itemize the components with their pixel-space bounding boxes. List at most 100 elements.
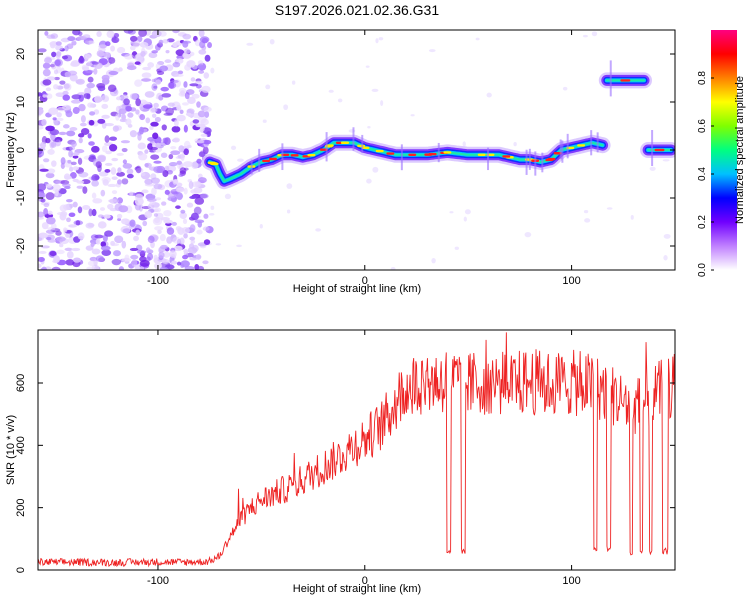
noise-blob: [142, 128, 148, 133]
noise-blob: [189, 195, 197, 200]
noise-blob: [51, 184, 61, 192]
noise-blob: [104, 135, 110, 143]
noise-blob: [96, 31, 102, 37]
noise-blob: [182, 254, 189, 260]
noise-blob: [101, 94, 110, 103]
noise-blob: [51, 160, 57, 167]
noise-blob: [196, 229, 203, 235]
chart-title: S197.2026.021.02.36.G31: [275, 2, 439, 18]
noise-blob: [38, 183, 47, 192]
noise-blob: [163, 112, 173, 116]
noise-blob: [194, 181, 202, 188]
noise-blob: [178, 173, 184, 177]
noise-blob: [151, 50, 158, 54]
noise-blob: [246, 42, 254, 46]
noise-blob: [70, 161, 77, 166]
noise-blob: [56, 117, 64, 122]
noise-blob: [42, 62, 51, 69]
noise-blob: [663, 233, 671, 239]
noise-blob: [69, 203, 74, 208]
noise-blob: [134, 79, 143, 87]
noise-blob: [135, 98, 141, 107]
noise-blob: [121, 178, 129, 185]
noise-blob: [129, 45, 136, 51]
noise-blob: [140, 172, 146, 177]
snr-y-tick-label: 0: [15, 567, 27, 573]
ridge-hotspot: [361, 146, 370, 149]
noise-blob: [81, 179, 91, 185]
noise-blob: [107, 203, 114, 210]
noise-blob: [137, 250, 147, 255]
spectrogram-x-tick-label: -100: [147, 275, 169, 287]
noise-blob: [78, 137, 83, 144]
ridge-hotspot: [443, 151, 452, 154]
ridge-hotspot: [424, 153, 433, 156]
noise-blob: [49, 41, 59, 47]
noise-blob: [135, 229, 141, 236]
noise-blob: [45, 125, 55, 132]
noise-blob: [89, 111, 96, 116]
ridge-hotspot: [268, 157, 277, 161]
ridge-hotspot: [502, 155, 511, 158]
noise-blob: [71, 40, 77, 46]
noise-blob: [91, 248, 101, 255]
noise-blob: [38, 211, 45, 218]
noise-blob: [47, 210, 53, 216]
noise-blob: [153, 160, 162, 164]
noise-blob: [108, 70, 119, 76]
noise-blob: [46, 236, 52, 241]
noise-blob: [197, 177, 207, 184]
noise-blob: [187, 96, 196, 105]
noise-blob: [138, 126, 145, 135]
noise-blob: [130, 40, 135, 46]
noise-blob: [210, 67, 215, 74]
noise-blob: [166, 236, 173, 244]
noise-blob: [224, 193, 231, 200]
ridge-hotspot: [408, 153, 417, 156]
noise-blob: [156, 70, 165, 75]
noise-blob: [105, 41, 111, 47]
noise-blob: [104, 162, 113, 167]
noise-blob: [203, 213, 209, 219]
colorbar-tick-label: 0.2: [697, 215, 708, 229]
noise-blob: [151, 83, 158, 91]
noise-blob: [65, 259, 75, 266]
noise-blob: [365, 65, 370, 68]
noise-blob: [71, 94, 82, 100]
noise-blob: [86, 266, 97, 270]
noise-blob: [139, 103, 144, 111]
noise-blob: [72, 106, 80, 115]
noise-blob: [42, 94, 47, 98]
noise-blob: [137, 133, 142, 141]
noise-blob: [463, 216, 467, 222]
noise-blob: [153, 165, 163, 174]
noise-blob: [197, 265, 205, 270]
noise-blob: [175, 182, 183, 187]
spectrogram-y-label: Frequency (Hz): [5, 112, 17, 188]
noise-blob: [144, 210, 153, 219]
noise-blob: [105, 150, 112, 155]
noise-blob: [265, 84, 271, 90]
noise-blob: [70, 61, 80, 67]
noise-blob: [131, 258, 138, 267]
noise-blob: [42, 68, 51, 77]
noise-blob: [87, 76, 94, 83]
snr-x-tick-label: -100: [147, 575, 169, 587]
colorbar-tick-label: 0.0: [697, 263, 708, 277]
noise-blob: [111, 157, 119, 162]
noise-blob: [80, 115, 86, 123]
noise-blob: [159, 266, 169, 270]
noise-blob: [98, 44, 108, 49]
noise-blob: [183, 81, 188, 88]
noise-blob: [118, 205, 129, 213]
spectrogram-y-tick-label: 10: [15, 96, 27, 108]
noise-blob: [142, 66, 152, 71]
noise-blob: [43, 208, 49, 216]
ridge-hotspot: [386, 152, 395, 155]
noise-blob: [72, 155, 79, 159]
noise-blob: [87, 260, 97, 267]
noise-blob: [142, 220, 148, 227]
noise-blob: [155, 197, 161, 201]
noise-blob: [179, 237, 185, 245]
noise-blob: [199, 193, 209, 199]
